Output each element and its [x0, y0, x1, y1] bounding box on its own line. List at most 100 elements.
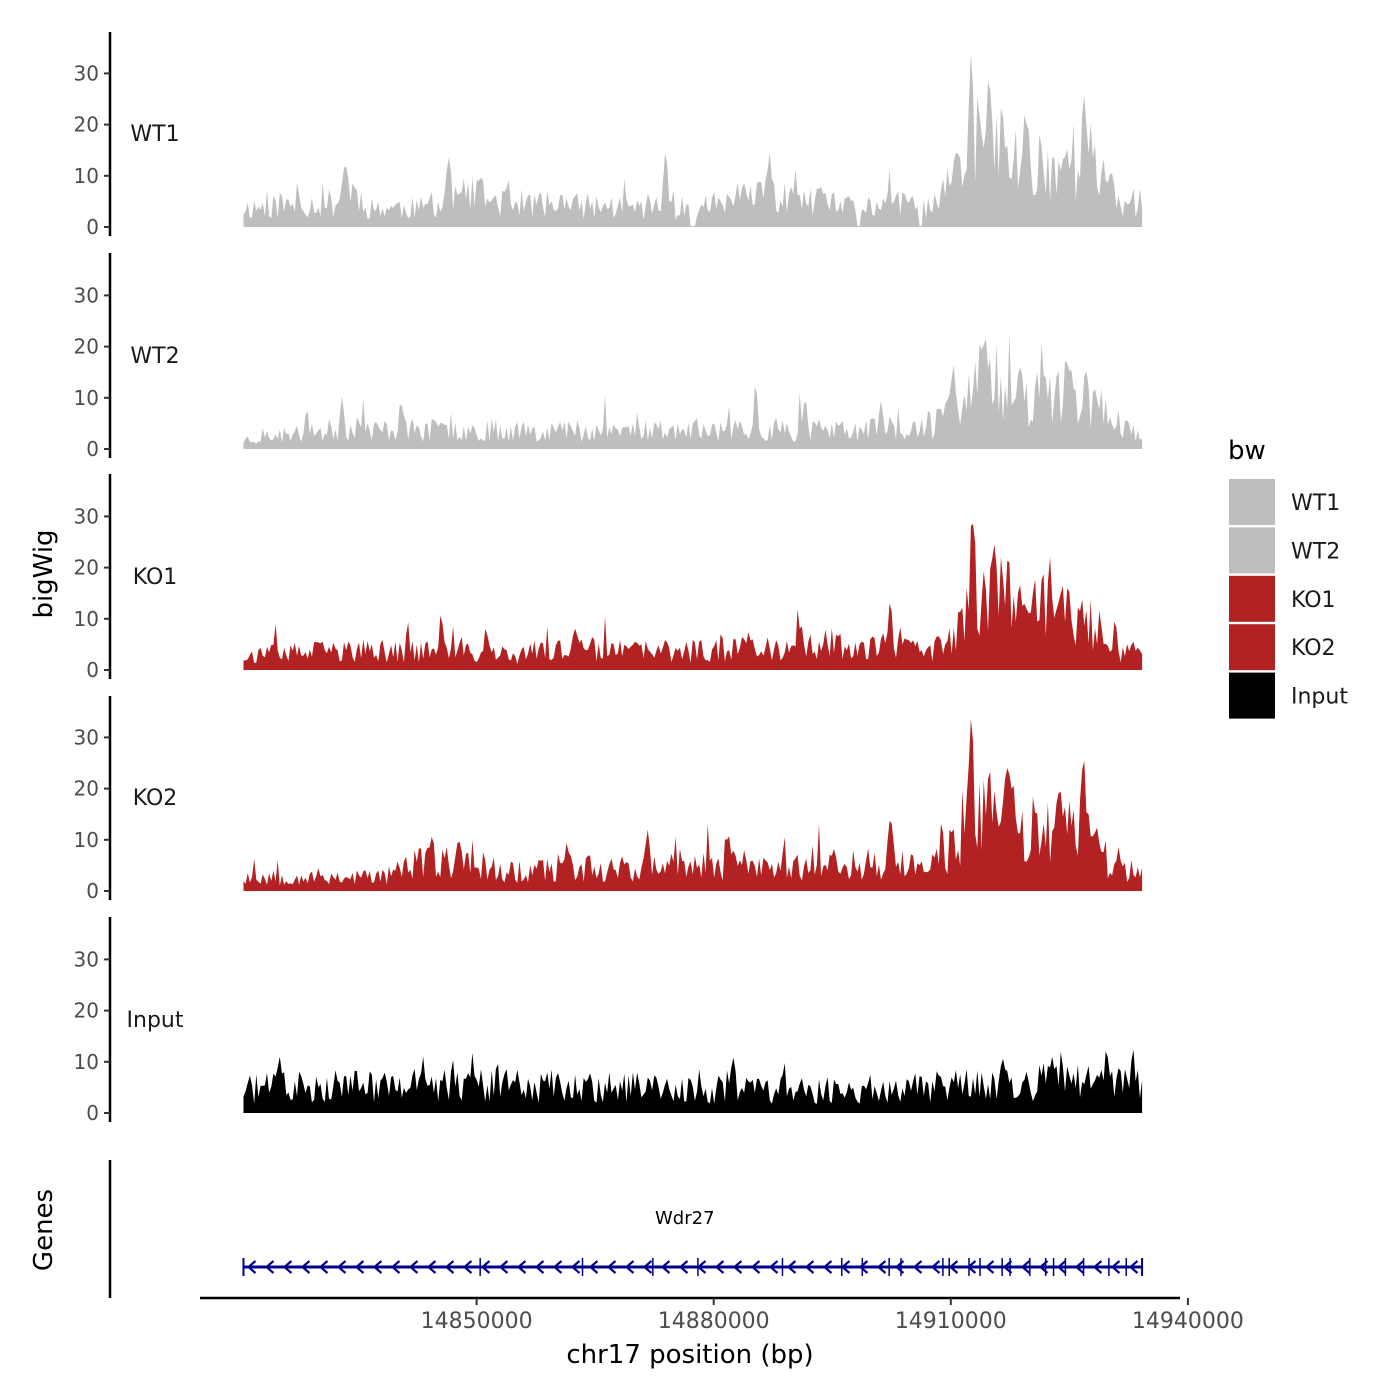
y-tick-label: 10: [74, 164, 99, 188]
strand-arrow-icon: [570, 1260, 581, 1274]
strand-arrow-icon: [606, 1260, 617, 1274]
legend-swatch: [1229, 527, 1275, 574]
track-label-input: Input: [127, 1008, 184, 1033]
gene-name-label: Wdr27: [655, 1208, 715, 1229]
legend-swatch: [1229, 624, 1275, 671]
y-tick-label: 30: [74, 947, 99, 971]
strand-arrow-icon: [354, 1260, 365, 1274]
strand-arrow-icon: [1110, 1260, 1121, 1274]
legend-label: Input: [1291, 685, 1348, 710]
strand-arrow-icon: [318, 1260, 329, 1274]
legend-label: WT1: [1291, 491, 1340, 516]
strand-arrow-icon: [642, 1260, 653, 1274]
strand-arrow-icon: [390, 1260, 401, 1274]
legend-item-ko2: KO2: [1229, 624, 1336, 671]
strand-arrow-icon: [894, 1260, 905, 1274]
y-tick-label: 30: [74, 61, 99, 85]
y-tick-label: 20: [74, 556, 99, 580]
y-tick-label: 0: [86, 879, 99, 903]
strand-arrow-icon: [1128, 1260, 1139, 1274]
y-axis-title-bigwig: bigWig: [29, 529, 59, 618]
strand-arrow-icon: [336, 1260, 347, 1274]
strand-arrow-icon: [246, 1260, 257, 1274]
track-ko2: 0 10 20 30 KO2: [74, 696, 1143, 903]
strand-arrow-icon: [858, 1260, 869, 1274]
y-tick-label: 10: [74, 828, 99, 852]
y-tick-label: 30: [74, 504, 99, 528]
strand-arrow-icon: [1074, 1260, 1085, 1274]
strand-arrow-icon: [678, 1260, 689, 1274]
track-label-wt2: WT2: [130, 344, 179, 369]
y-axis-title-genes: Genes: [29, 1189, 59, 1271]
strand-arrow-icon: [588, 1260, 599, 1274]
signal-area-ko1: [243, 523, 1143, 670]
legend-title: bw: [1228, 436, 1266, 466]
strand-arrow-icon: [1038, 1260, 1049, 1274]
strand-arrow-icon: [462, 1260, 473, 1274]
legend: WT1 WT2 KO1 KO2 Input: [1229, 479, 1348, 719]
y-tick-label: 20: [74, 777, 99, 801]
y-tick-label: 10: [74, 607, 99, 631]
y-tick-label: 10: [74, 1050, 99, 1074]
y-tick-label: 30: [74, 725, 99, 749]
strand-arrow-icon: [480, 1260, 491, 1274]
x-axis-title: chr17 position (bp): [566, 1340, 813, 1370]
legend-label: WT2: [1291, 539, 1340, 564]
legend-item-ko1: KO1: [1229, 575, 1336, 622]
legend-swatch: [1229, 672, 1275, 719]
strand-arrow-icon: [1002, 1260, 1013, 1274]
y-tick-label: 30: [74, 283, 99, 307]
track-wt1: 0 10 20 30 WT1: [74, 32, 1143, 239]
legend-item-wt1: WT1: [1229, 479, 1340, 525]
strand-arrow-icon: [624, 1260, 635, 1274]
legend-swatch: [1229, 479, 1275, 525]
strand-arrow-icon: [750, 1260, 761, 1274]
strand-arrow-icon: [786, 1260, 797, 1274]
track-ko1: 0 10 20 30 KO1: [74, 474, 1143, 682]
strand-arrow-icon: [930, 1260, 941, 1274]
strand-arrow-icon: [822, 1260, 833, 1274]
strand-arrow-icon: [804, 1260, 815, 1274]
signal-area-wt2: [243, 333, 1143, 449]
strand-arrow-icon: [1092, 1260, 1103, 1274]
strand-arrow-icon: [768, 1260, 779, 1274]
track-wt2: 0 10 20 30 WT2: [74, 253, 1143, 461]
gene-wdr27: Wdr27: [242, 1208, 1144, 1276]
x-tick-label: 14880000: [658, 1309, 770, 1334]
signal-area-input: [243, 1049, 1143, 1113]
strand-arrow-icon: [1020, 1260, 1031, 1274]
x-tick-label: 14850000: [421, 1309, 533, 1334]
signal-area-wt1: [243, 53, 1143, 227]
strand-arrow-icon: [552, 1260, 563, 1274]
legend-item-wt2: WT2: [1229, 527, 1340, 574]
y-tick-label: 0: [86, 658, 99, 682]
strand-arrow-icon: [426, 1260, 437, 1274]
strand-arrow-icon: [264, 1260, 275, 1274]
track-label-wt1: WT1: [130, 122, 179, 147]
y-tick-label: 0: [86, 1101, 99, 1125]
signal-area-ko2: [243, 718, 1143, 891]
strand-arrow-icon: [498, 1260, 509, 1274]
strand-arrow-icon: [876, 1260, 887, 1274]
strand-arrow-icon: [660, 1260, 671, 1274]
track-label-ko2: KO2: [133, 786, 178, 811]
y-tick-label: 20: [74, 999, 99, 1023]
x-tick-label: 14910000: [895, 1309, 1007, 1334]
track-label-ko1: KO1: [133, 565, 178, 590]
strand-arrow-icon: [444, 1260, 455, 1274]
strand-arrow-icon: [300, 1260, 311, 1274]
strand-arrow-icon: [912, 1260, 923, 1274]
gene-track: Wdr27: [108, 1160, 1144, 1298]
strand-arrow-icon: [966, 1260, 977, 1274]
legend-label: KO2: [1291, 636, 1336, 661]
x-tick-label: 14940000: [1132, 1309, 1244, 1334]
y-tick-label: 0: [86, 437, 99, 461]
y-tick-label: 0: [86, 215, 99, 239]
y-tick-label: 20: [74, 335, 99, 359]
strand-arrow-icon: [714, 1260, 725, 1274]
strand-arrow-icon: [732, 1260, 743, 1274]
strand-arrow-icon: [516, 1260, 527, 1274]
strand-arrow-icon: [534, 1260, 545, 1274]
strand-arrow-icon: [840, 1260, 851, 1274]
